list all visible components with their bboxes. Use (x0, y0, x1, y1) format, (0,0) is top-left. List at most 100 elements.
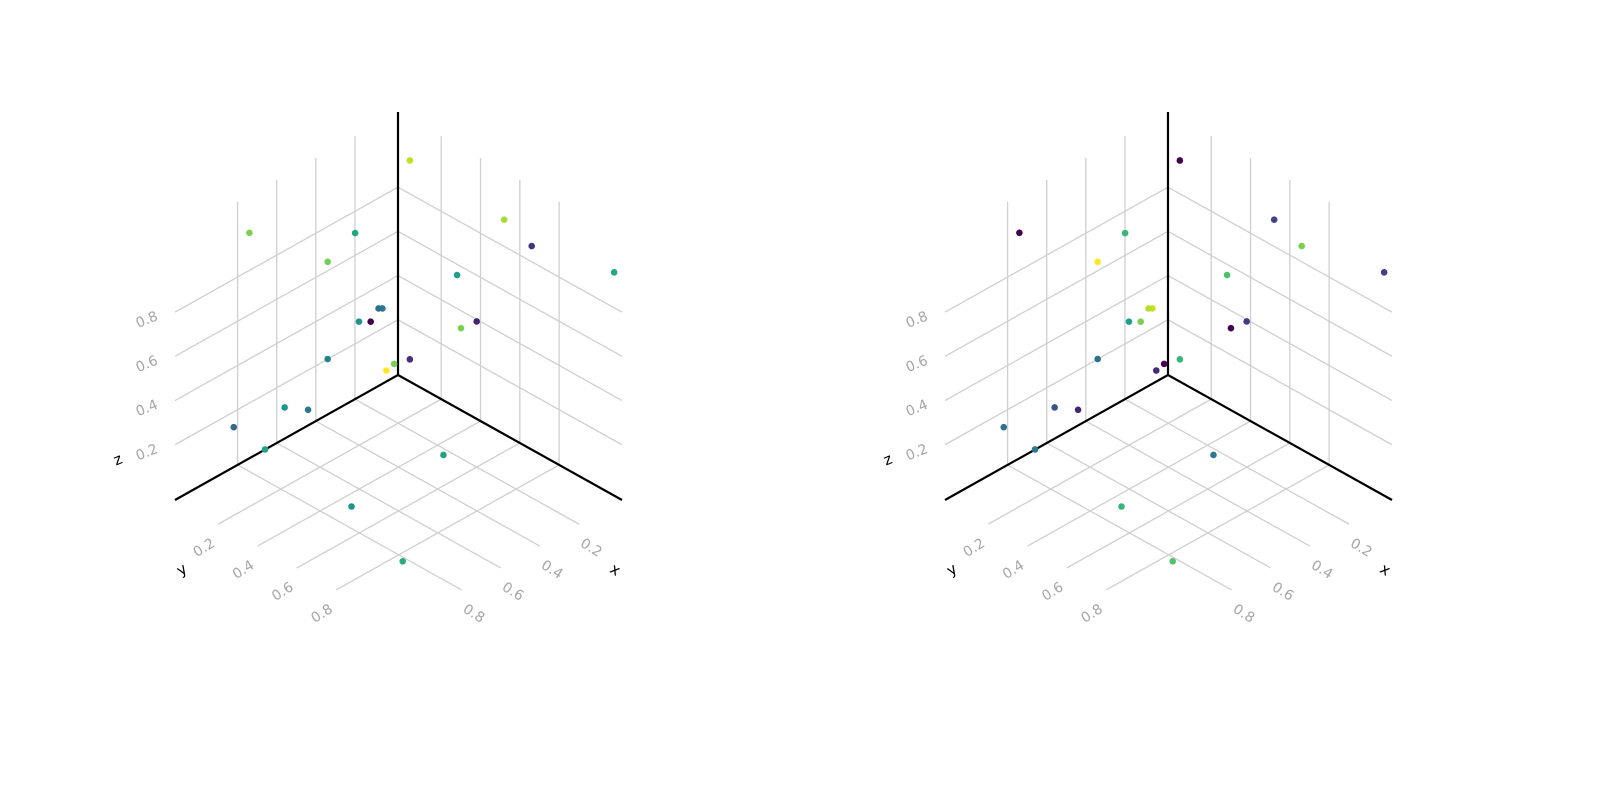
x-grid-floor (237, 464, 462, 591)
z-grid-left (944, 274, 1169, 402)
scatter-point (367, 318, 374, 326)
scatter-point (304, 406, 312, 414)
scatter-point (1176, 157, 1184, 164)
z-grid-right (397, 274, 623, 402)
scatter-point (1298, 242, 1306, 250)
scatter-point (1380, 269, 1388, 276)
y-tick-label: 0.6 (269, 579, 296, 604)
scatter-point (1094, 355, 1101, 363)
scatter-point (453, 271, 461, 279)
x-tick-label: 0.8 (460, 601, 487, 626)
x-grid-floor (1046, 442, 1272, 569)
scatter-point (1031, 446, 1039, 453)
y-grid-floor (987, 398, 1212, 525)
scatter-point (528, 242, 536, 250)
y-axis-label: y (173, 560, 190, 580)
z-tick-label: 0.2 (904, 441, 931, 464)
scatter-point (375, 305, 382, 312)
z-grid-left (944, 230, 1169, 357)
scatter-point (246, 229, 253, 237)
scatter-point (1223, 271, 1231, 279)
scatter-point (1016, 229, 1023, 237)
z-grid-right (1167, 186, 1393, 313)
y-grid-floor (1027, 420, 1251, 547)
scatter-point (473, 318, 480, 325)
y-grid-floor (1066, 442, 1291, 569)
axis-line (397, 374, 623, 501)
y-tick-label: 0.4 (230, 557, 257, 582)
z-grid-right (1167, 230, 1393, 357)
scatter-point (1125, 318, 1133, 325)
z-grid-right (1167, 274, 1393, 402)
scatter-point (1152, 367, 1160, 374)
scatter-point (1243, 318, 1250, 325)
axis-line (944, 374, 1169, 501)
axis-line (174, 374, 399, 501)
scatter-point (351, 229, 359, 237)
x-grid-floor (276, 442, 502, 569)
z-tick-label: 0.6 (134, 353, 161, 376)
scatter-point (382, 367, 390, 374)
y-grid-floor (257, 420, 481, 547)
z-tick-label: 0.6 (904, 353, 931, 376)
z-grid-left (174, 230, 399, 357)
scatter-point (281, 404, 288, 411)
y-tick-label: 0.2 (191, 535, 218, 560)
z-grid-left (174, 186, 399, 313)
scatter-point (440, 451, 447, 459)
scatter-point (390, 360, 398, 368)
scatter-point (1094, 258, 1101, 266)
x-grid-floor (1007, 464, 1232, 591)
y-tick-label: 0.8 (1078, 601, 1105, 626)
z-grid-left (944, 319, 1169, 446)
scatter-point (1145, 305, 1152, 312)
scatter-point (1210, 451, 1217, 459)
scatter-point (1074, 406, 1082, 414)
z-tick-label: 0.8 (904, 309, 931, 332)
scatter-point (1176, 356, 1184, 363)
z-grid-right (1167, 319, 1393, 446)
z-grid-left (174, 319, 399, 446)
scatter-point (324, 355, 331, 363)
y-grid-floor (1105, 464, 1330, 591)
scatter-point (399, 558, 407, 565)
x-axis-label: x (1377, 560, 1394, 580)
z-axis-label: z (111, 450, 125, 470)
scatter-point (261, 446, 269, 453)
scatter-point (230, 423, 238, 431)
y-grid-floor (217, 398, 442, 525)
scatter-point (1000, 423, 1008, 431)
scatter-point (1137, 318, 1144, 326)
x-tick-label: 0.6 (499, 579, 526, 604)
z-tick-label: 0.4 (904, 397, 931, 420)
y-grid-floor (296, 442, 521, 569)
y-axis-label: y (943, 560, 960, 580)
scatter-point (355, 318, 363, 325)
y-tick-label: 0.4 (1000, 557, 1027, 582)
x-grid-floor (1124, 398, 1350, 525)
z-grid-right (397, 230, 623, 357)
scatter-point (1118, 503, 1125, 510)
x-grid-floor (354, 398, 580, 525)
z-grid-right (397, 319, 623, 446)
scatter-point (500, 216, 508, 223)
x-axis-label: x (607, 560, 624, 580)
scatter-point (406, 157, 414, 164)
y-grid-floor (335, 464, 560, 591)
z-grid-right (397, 186, 623, 313)
x-tick-label: 0.6 (1269, 579, 1296, 604)
scatter-point (1121, 229, 1129, 237)
z-tick-label: 0.8 (134, 309, 161, 332)
y-tick-label: 0.6 (1039, 579, 1066, 604)
z-grid-left (174, 274, 399, 402)
scatter-point (1270, 216, 1278, 223)
x-tick-label: 0.8 (1230, 601, 1257, 626)
scatter-point (1227, 324, 1235, 332)
scatter-point (1169, 558, 1177, 565)
x-tick-label: 0.4 (1308, 557, 1335, 582)
x-tick-label: 0.2 (577, 535, 604, 560)
scatter-point (457, 324, 465, 332)
y-tick-label: 0.2 (961, 535, 988, 560)
x-grid-floor (315, 420, 541, 547)
